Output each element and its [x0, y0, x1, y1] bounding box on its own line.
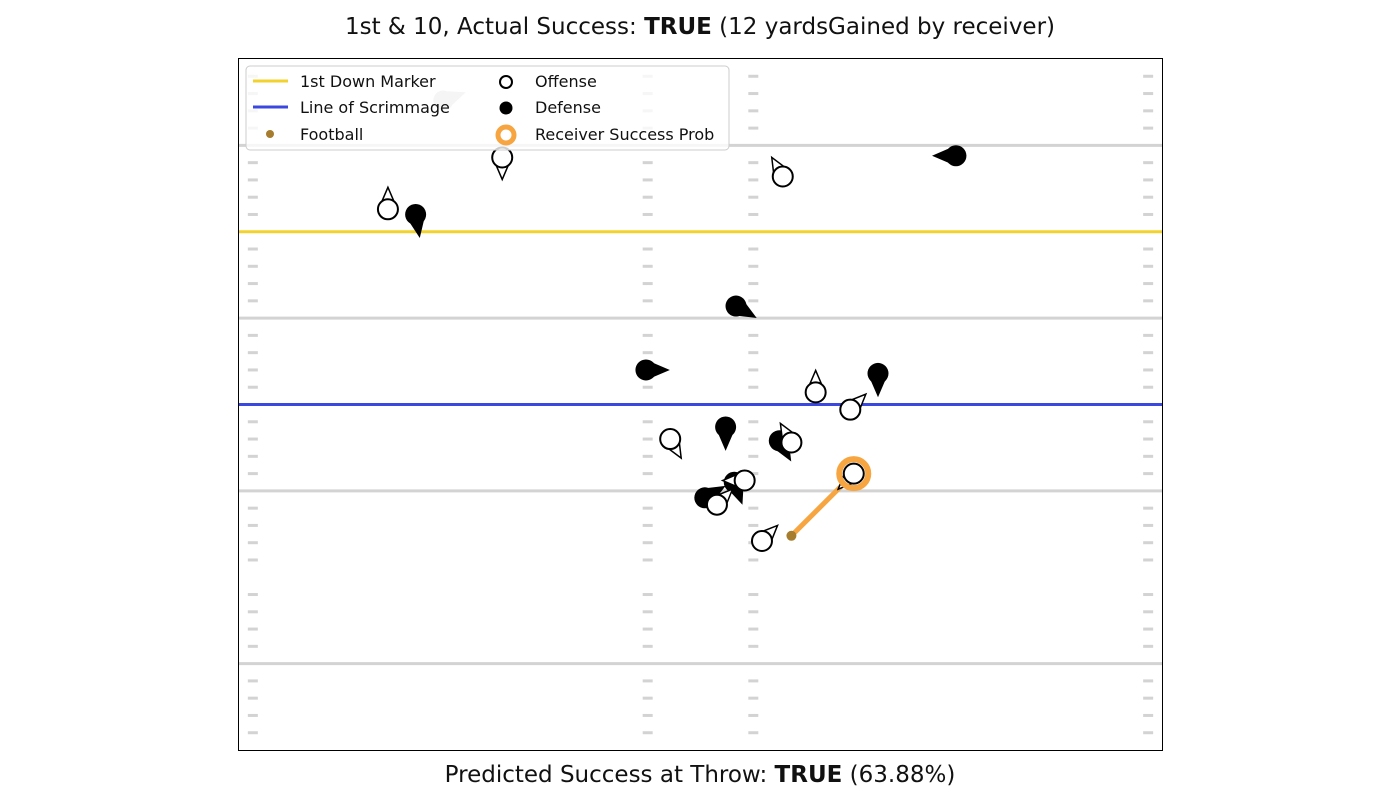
offense-player-marker [773, 166, 793, 186]
offense-player-marker [735, 471, 755, 491]
legend-defense-label: Defense [535, 98, 601, 117]
legend-offense-label: Offense [535, 72, 597, 91]
defense-player-marker [726, 296, 747, 317]
football-marker [786, 531, 796, 541]
caption-prediction-value: TRUE [775, 762, 843, 788]
legend-defense-swatch [500, 102, 513, 115]
legend-scrimmage-label: Line of Scrimmage [300, 98, 450, 117]
legend-football-label: Football [300, 125, 363, 144]
players-layer [378, 90, 967, 551]
offense-player-marker [781, 433, 801, 453]
offense-player-marker [378, 199, 398, 219]
legend-receiver-swatch [498, 127, 514, 143]
legend-receiver-label: Receiver Success Prob [535, 125, 714, 144]
defense-player-marker [945, 145, 966, 166]
prediction-caption: Predicted Success at Throw: TRUE (63.88%… [0, 762, 1400, 788]
offense-player-marker [752, 531, 772, 551]
offense-player-marker [707, 495, 727, 515]
offense-player-marker [840, 400, 860, 420]
defense-player-marker [715, 416, 736, 437]
legend-offense-swatch [500, 76, 512, 88]
legend: 1st Down Marker Line of Scrimmage Footba… [246, 66, 729, 150]
defense-player-marker [868, 363, 889, 384]
legend-first-down-label: 1st Down Marker [300, 72, 436, 91]
defense-player-marker [635, 359, 656, 380]
legend-football-swatch [266, 130, 274, 138]
offense-player-marker [660, 429, 680, 449]
defense-player-marker [405, 204, 426, 225]
receiver-player-marker [844, 464, 864, 484]
caption-prefix: Predicted Success at Throw: [445, 762, 775, 788]
offense-player-marker [806, 382, 826, 402]
caption-suffix: (63.88%) [842, 762, 955, 788]
